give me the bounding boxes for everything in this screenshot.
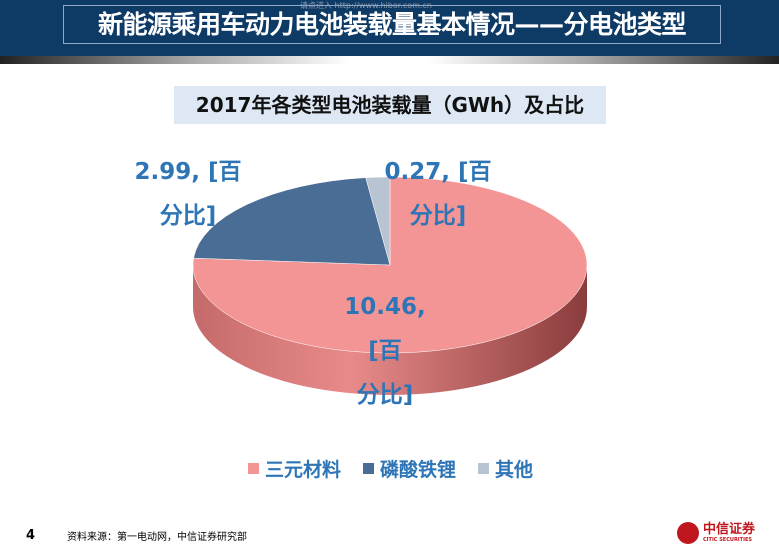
legend-swatch bbox=[363, 463, 375, 474]
pie-slice-0 bbox=[192, 176, 588, 354]
page-title: 新能源乘用车动力电池装载量基本情况——分电池类型 bbox=[63, 5, 721, 44]
legend-swatch bbox=[478, 463, 490, 474]
legend-swatch bbox=[248, 463, 259, 474]
legend: 三元材料 磷酸铁锂 其他 bbox=[248, 455, 533, 482]
pie-slice-1 bbox=[193, 177, 391, 266]
pie-slice-2 bbox=[365, 176, 391, 266]
data-label-lfp: 2.99, [百 分比] bbox=[134, 159, 242, 229]
header-divider bbox=[0, 56, 779, 64]
header-bar: 请点进入 http://www.hibor.com.cn 新能源乘用车动力电池装… bbox=[0, 0, 779, 56]
legend-item-sanyuan: 三元材料 bbox=[248, 455, 341, 482]
citic-logo: 中信证券 CITIC SECURITIES bbox=[677, 522, 755, 544]
chart-title: 2017年各类型电池装载量（GWh）及占比 bbox=[174, 86, 606, 124]
data-label-sanyuan: 10.46, [百 分比] bbox=[344, 294, 426, 408]
source-note: 资料来源：第一电动网，中信证券研究部 bbox=[67, 532, 247, 543]
pie-side-wall bbox=[193, 265, 587, 395]
page-number: 4 bbox=[26, 528, 36, 543]
citic-logo-mark bbox=[677, 522, 699, 544]
legend-item-lfp: 磷酸铁锂 bbox=[363, 455, 456, 482]
data-label-other: 0.27, [百 分比] bbox=[384, 159, 492, 229]
legend-item-other: 其他 bbox=[478, 455, 533, 482]
